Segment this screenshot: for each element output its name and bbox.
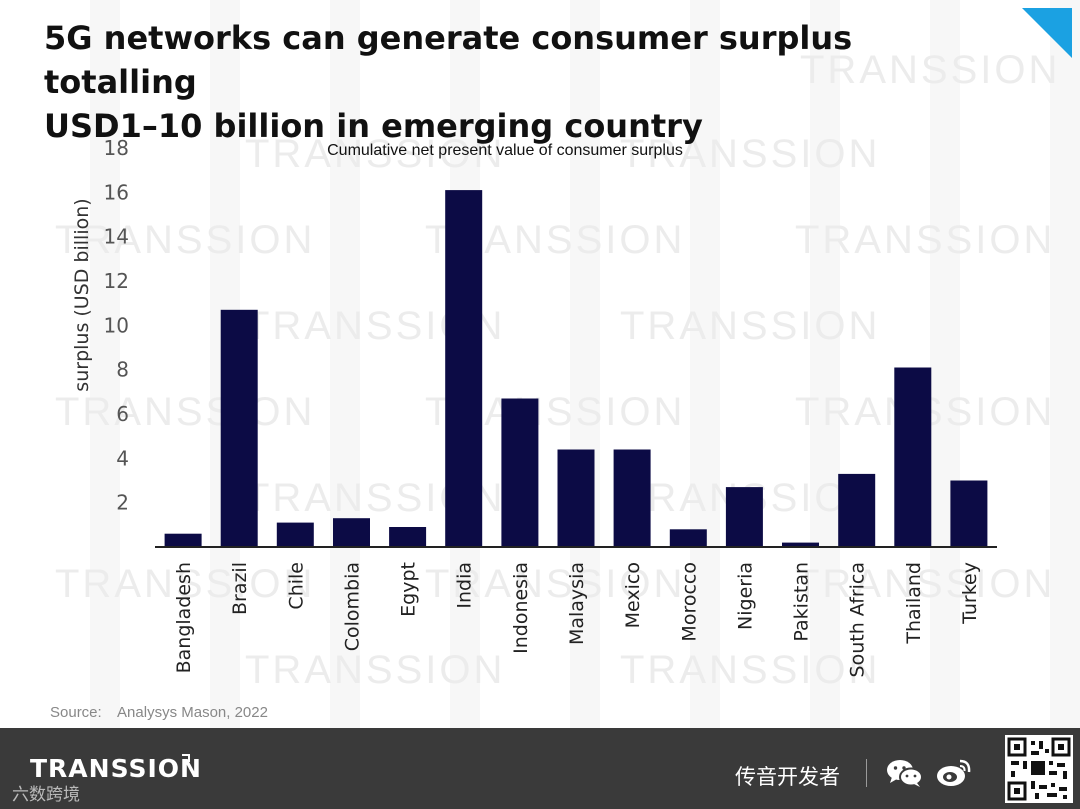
x-tick-label: India xyxy=(454,562,476,609)
y-tick-label: 8 xyxy=(116,358,129,382)
x-tick-label: Malaysia xyxy=(566,562,588,645)
x-tick-label: Indonesia xyxy=(510,562,532,654)
y-tick-label: 4 xyxy=(116,446,129,470)
title-line-1: 5G networks can generate consumer surplu… xyxy=(44,19,853,101)
x-tick-label: South Africa xyxy=(847,562,869,677)
x-tick-label: Chile xyxy=(285,562,307,610)
logo-mark-icon xyxy=(182,754,190,762)
footer-bar: TRANSSION 六数跨境 传音开发者 xyxy=(0,728,1080,809)
brand-logo: TRANSSION xyxy=(30,754,202,783)
chart-title: Cumulative net present value of consumer… xyxy=(327,142,683,159)
bar-indonesia xyxy=(501,398,539,547)
bar-egypt xyxy=(389,527,427,547)
x-axis-tick-labels: Bangladesh Brazil Chile Colombia Egypt India I… xyxy=(173,562,981,677)
y-tick-label: 18 xyxy=(104,136,129,160)
x-tick-label: Mexico xyxy=(622,562,644,628)
bar-south-africa xyxy=(838,473,876,547)
y-tick-label: 2 xyxy=(116,491,129,515)
bar-colombia xyxy=(333,518,370,547)
bar-nigeria xyxy=(725,487,763,547)
weibo-icon[interactable] xyxy=(936,758,972,788)
y-tick-label: 12 xyxy=(104,269,129,293)
source-note: Source: Analysys Mason, 2022 xyxy=(50,704,268,721)
y-axis-label: surplus (USD billion) xyxy=(71,198,93,391)
page-title: 5G networks can generate consumer surplu… xyxy=(44,16,944,148)
source-text: Analysys Mason, 2022 xyxy=(117,704,268,721)
bar-turkey xyxy=(950,480,988,547)
background-stripes xyxy=(0,0,1080,728)
qr-code xyxy=(1005,735,1073,803)
y-tick-label: 14 xyxy=(104,225,129,249)
x-tick-label: Egypt xyxy=(398,562,420,617)
x-tick-label: Brazil xyxy=(229,562,251,615)
bar-brazil xyxy=(220,309,258,547)
bar-thailand xyxy=(894,367,932,547)
x-tick-label: Morocco xyxy=(678,562,700,642)
y-tick-label: 16 xyxy=(104,180,129,204)
y-tick-label: 10 xyxy=(104,313,129,337)
bar-pakistan xyxy=(782,542,819,547)
source-label: Source: xyxy=(50,704,102,721)
y-axis-ticks: 2 4 6 8 10 12 14 16 18 xyxy=(104,136,129,515)
bars-group xyxy=(164,190,988,547)
x-tick-label: Colombia xyxy=(342,562,364,651)
x-tick-label: Thailand xyxy=(903,562,925,645)
x-tick-label: Turkey xyxy=(959,562,981,625)
bar-chart: Cumulative net present value of consumer… xyxy=(71,136,997,677)
corner-accent xyxy=(1022,8,1072,58)
bar-chile xyxy=(276,522,314,547)
bar-bangladesh xyxy=(164,533,202,547)
x-tick-label: Pakistan xyxy=(791,562,813,642)
bar-india xyxy=(445,190,483,547)
wechat-icon[interactable] xyxy=(886,758,924,788)
footer-divider xyxy=(866,759,867,787)
y-tick-label: 6 xyxy=(116,402,129,426)
bar-malaysia xyxy=(557,449,595,547)
x-tick-label: Nigeria xyxy=(734,562,756,630)
bar-mexico xyxy=(613,449,651,547)
x-tick-label: Bangladesh xyxy=(173,562,195,673)
bar-morocco xyxy=(669,529,707,547)
title-line-2: USD1–10 billion in emerging country xyxy=(44,107,703,145)
footer-developer-text: 传音开发者 xyxy=(735,765,840,789)
sub-brand-logo: 六数跨境 xyxy=(12,785,80,805)
